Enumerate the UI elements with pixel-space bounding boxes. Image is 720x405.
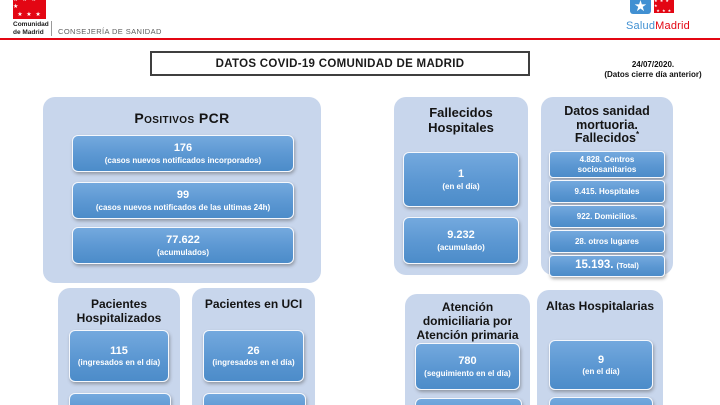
stat-box-partial (203, 393, 306, 405)
stat-box-total: 15.193. (Total) (549, 255, 665, 277)
stat-value: 115 (110, 344, 128, 357)
panel-pacientes-hospitalizados: Pacientes Hospitalizados 115 (ingresados… (58, 288, 180, 405)
comunidad-madrid-flag-icon: ★ ★ ★ ★ ★ ★ ★ (13, 0, 46, 19)
stat-value: 780 (458, 355, 477, 368)
stat-box-partial (69, 393, 171, 405)
salud-text: Salud (626, 20, 656, 32)
stat-label: 4.828. Centros sociosanitarios (577, 154, 637, 174)
stat-label: (Total) (616, 261, 639, 271)
stat-value: 176 (173, 142, 193, 155)
stat-box-altas-dia: 9 (en el día) (549, 340, 653, 390)
panel-title: Fallecidos Hospitales (428, 105, 494, 135)
panel-title: Atención domiciliaria por Atención prima… (416, 300, 519, 342)
panel-fallecidos-hospitales: Fallecidos Hospitales 1 (en el día) 9.23… (394, 97, 528, 275)
stat-box-centros-sociosanitarios: 4.828. Centros sociosanitarios (549, 151, 665, 178)
stat-value: 1 (457, 168, 465, 181)
stat-label: (casos nuevos notificados de las ultimas… (95, 202, 271, 212)
stat-box-fallecidos-acumulado: 9.232 (acumulado) (403, 217, 519, 264)
stat-box-partial (415, 398, 522, 405)
stat-box-ingresados-dia: 115 (ingresados en el día) (69, 330, 169, 382)
org-name: Comunidad de Madrid (13, 21, 49, 36)
subtitle-text: Fallecidos (574, 131, 636, 146)
header-divider (51, 21, 52, 36)
date-caption: (Datos cierre día anterior) (604, 70, 702, 80)
panel-altas-hospitalarias: Altas Hospitalarias 9 (en el día) (537, 290, 663, 405)
department-name: CONSEJERÍA DE SANIDAD (58, 27, 162, 36)
panel-atencion-domiciliaria: Atención domiciliaria por Atención prima… (405, 294, 530, 405)
stat-value: 9.232 (447, 229, 475, 242)
salud-madrid-wordmark: SaludMadrid (626, 20, 690, 32)
panel-title: Altas Hospitalarias (545, 299, 655, 313)
stat-box-casos-24h: 99 (casos nuevos notificados de las ulti… (72, 182, 294, 219)
footnote-mark: * (636, 130, 640, 139)
date-value: 24/07/2020. (631, 60, 675, 69)
panel-sanidad-mortuoria: Datos sanidad mortuoria. Fallecidos* 4.8… (541, 97, 673, 277)
flag-stars-icon: ★ ★ ★ ★ (654, 0, 670, 8)
stat-label: (en el día) (442, 181, 480, 191)
panel-title: Pacientes en UCI (204, 297, 303, 311)
panel-subtitle: Fallecidos* (541, 130, 673, 145)
flag-stars-icon: ★ ★ ★ (656, 8, 672, 13)
stat-value: 15.193. (575, 259, 614, 272)
flag-stars-icon: ★ ★ ★ ★ (13, 0, 36, 10)
stat-box-casos-incorporados: 176 (casos nuevos notificados incorporad… (72, 135, 294, 172)
stat-box-partial (549, 397, 653, 405)
header-rule (0, 38, 720, 40)
panel-pacientes-uci: Pacientes en UCI 26 (ingresados en el dí… (192, 288, 315, 405)
page-title: DATOS COVID-19 COMUNIDAD DE MADRID (150, 51, 530, 76)
stat-label: (ingresados en el día) (77, 358, 161, 368)
stat-label: (ingresados en el día) (212, 358, 295, 368)
panel-title: Positivos PCR (134, 110, 230, 126)
stat-box-seguimiento-dia: 780 (seguimiento en el día) (415, 343, 520, 390)
stat-box-hospitales: 9.415. Hospitales (549, 180, 665, 203)
flag-stars-icon: ★ ★ ★ (17, 11, 42, 18)
stat-label: 28. otros lugares (574, 236, 640, 246)
stat-box-fallecidos-dia: 1 (en el día) (403, 152, 519, 207)
stat-label: (acumulados) (156, 247, 209, 257)
stat-label: (en el día) (582, 367, 620, 377)
stat-label: (casos nuevos notificados incorporados) (104, 155, 262, 165)
madrid-flag-icon: ★ ★ ★ ★ ★ ★ ★ (654, 0, 674, 13)
stat-box-otros-lugares: 28. otros lugares (549, 230, 665, 253)
stat-label: (seguimiento en el día) (424, 368, 511, 378)
stat-label: 922. Domicilios. (576, 211, 638, 221)
star-icon: ★ (633, 0, 648, 15)
stat-box-acumulados: 77.622 (acumulados) (72, 227, 294, 264)
madrid-text: Madrid (655, 20, 690, 32)
stat-box-domicilios: 922. Domicilios. (549, 205, 665, 228)
stat-value: 99 (176, 189, 190, 202)
stat-value: 26 (247, 344, 260, 357)
panel-title: Pacientes Hospitalizados (76, 297, 162, 325)
report-date: 24/07/2020. (Datos cierre día anterior) (588, 60, 718, 81)
stat-label: 9.415. Hospitales (574, 186, 640, 196)
salud-madrid-logo-icon: ★ (630, 0, 651, 14)
stat-value: 9 (597, 353, 605, 366)
panel-title: Datos sanidad mortuoria. (564, 104, 650, 133)
stat-label: (acumulado) (437, 242, 485, 252)
stat-value: 77.622 (166, 234, 200, 247)
panel-positivos-pcr: Positivos PCR 176 (casos nuevos notifica… (43, 97, 321, 283)
stat-box-uci-ingresados-dia: 26 (ingresados en el día) (203, 330, 304, 382)
